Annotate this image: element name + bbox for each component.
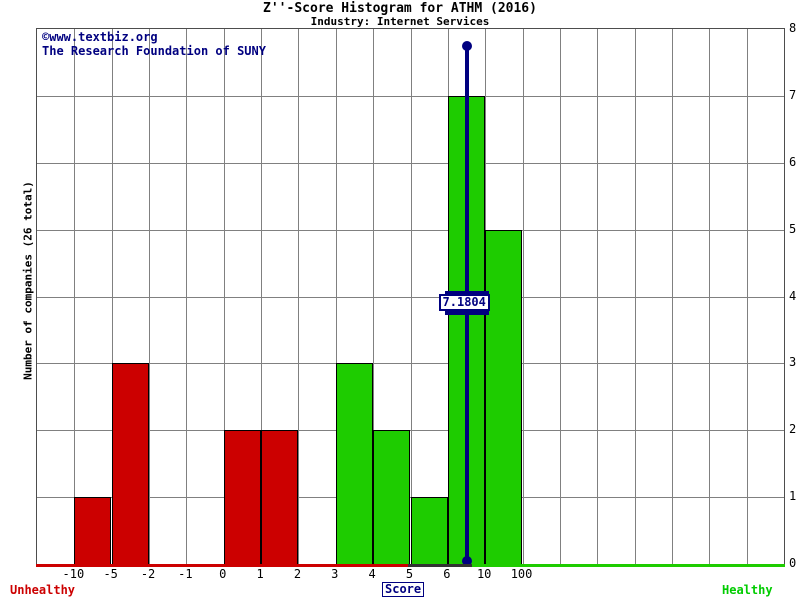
- grid-line-vertical: [672, 29, 673, 564]
- x-axis-tick-label: 5: [405, 567, 414, 581]
- histogram-bar: [112, 363, 149, 564]
- x-axis-tick-label: -10: [62, 567, 85, 581]
- unhealthy-baseline-strip: [36, 564, 408, 567]
- score-axis-label: Score: [382, 582, 425, 597]
- histogram-bar: [261, 430, 298, 564]
- grid-line-vertical: [373, 29, 374, 564]
- grid-line-vertical: [747, 29, 748, 564]
- chart-subtitle: Industry: Internet Services: [310, 15, 490, 28]
- x-axis-tick-label: 100: [510, 567, 533, 581]
- grid-line-vertical: [709, 29, 710, 564]
- grid-line-horizontal: [37, 297, 784, 298]
- histogram-bar: [224, 430, 261, 564]
- grid-line-vertical: [597, 29, 598, 564]
- grid-line-vertical: [336, 29, 337, 564]
- y-axis-tick-label: 8: [789, 21, 797, 35]
- histogram-bar: [411, 497, 448, 564]
- x-axis-tick-label: -5: [103, 567, 118, 581]
- plot-area: 7.1804: [36, 28, 785, 565]
- y-axis-tick-label: 5: [789, 221, 797, 236]
- marker-cap-upper: [444, 291, 489, 296]
- grid-line-horizontal: [37, 96, 784, 97]
- grid-line-vertical: [224, 29, 225, 564]
- x-axis-tick-label: 4: [368, 567, 376, 581]
- watermark-line-2: The Research Foundation of SUNY: [42, 44, 266, 58]
- grid-line-vertical: [523, 29, 524, 564]
- x-axis-tick-label: 2: [293, 567, 302, 581]
- y-axis-tick-label: 1: [789, 489, 797, 504]
- grid-line-vertical: [635, 29, 636, 564]
- x-axis-tick-label: 10: [476, 567, 492, 581]
- healthy-label: Healthy: [722, 583, 773, 597]
- unhealthy-label: Unhealthy: [10, 583, 76, 597]
- healthy-baseline-strip: [472, 564, 785, 567]
- histogram-bar: [74, 497, 111, 564]
- y-axis-tick-label: 0: [789, 556, 797, 570]
- grid-line-vertical: [74, 29, 75, 564]
- grid-line-vertical: [560, 29, 561, 564]
- y-axis-tick-label: 4: [789, 288, 797, 303]
- y-axis-label: Number of companies (26 total): [21, 181, 35, 380]
- y-axis-tick-label: 7: [789, 87, 797, 102]
- grid-line-horizontal: [37, 430, 784, 431]
- watermark: ©www.textbiz.org The Research Foundation…: [42, 30, 266, 58]
- marker-cap-lower: [444, 311, 489, 316]
- histogram-bar: [485, 230, 522, 564]
- marker-dot-top: [461, 40, 472, 51]
- x-axis-tick-label: -1: [178, 567, 193, 581]
- chart-title: Z''-Score Histogram for ATHM (2016): [263, 1, 537, 16]
- marker-value-label: 7.1804: [438, 294, 490, 312]
- grid-line-horizontal: [37, 497, 784, 498]
- y-axis-tick-label: 3: [789, 355, 797, 370]
- grid-line-horizontal: [37, 230, 784, 231]
- grid-line-vertical: [298, 29, 299, 564]
- grid-line-horizontal: [37, 163, 784, 164]
- grid-line-vertical: [261, 29, 262, 564]
- marker-dot-bottom: [461, 556, 472, 564]
- x-axis-tick-label: 3: [331, 567, 339, 581]
- grid-line-horizontal: [37, 363, 784, 364]
- grid-line-vertical: [112, 29, 113, 564]
- neutral-baseline-strip: [408, 564, 472, 567]
- x-axis-tick-label: 0: [219, 567, 227, 581]
- x-axis-tick-label: -2: [140, 567, 156, 581]
- grid-line-vertical: [149, 29, 150, 564]
- histogram-bar: [373, 430, 410, 564]
- watermark-line-1: ©www.textbiz.org: [42, 30, 158, 44]
- x-axis-tick-label: 6: [443, 567, 451, 581]
- grid-line-vertical: [186, 29, 187, 564]
- y-axis-tick-label: 6: [789, 154, 797, 169]
- histogram-bar: [336, 363, 373, 564]
- x-axis-tick-label: 1: [256, 567, 264, 581]
- y-axis-tick-label: 2: [789, 422, 797, 437]
- grid-line-vertical: [411, 29, 412, 564]
